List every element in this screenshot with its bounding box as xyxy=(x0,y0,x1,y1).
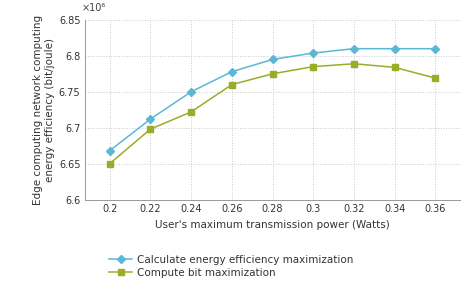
Calculate energy efficiency maximization xyxy=(188,90,194,93)
Compute bit maximization xyxy=(229,83,235,86)
Calculate energy efficiency maximization xyxy=(270,58,275,61)
Line: Calculate energy efficiency maximization: Calculate energy efficiency maximization xyxy=(107,46,438,154)
X-axis label: User's maximum transmission power (Watts): User's maximum transmission power (Watts… xyxy=(155,220,390,230)
Compute bit maximization xyxy=(392,66,398,69)
Calculate energy efficiency maximization xyxy=(310,51,316,55)
Calculate energy efficiency maximization xyxy=(392,47,398,50)
Calculate energy efficiency maximization xyxy=(229,70,235,73)
Line: Compute bit maximization: Compute bit maximization xyxy=(107,61,438,166)
Legend: Calculate energy efficiency maximization, Compute bit maximization: Calculate energy efficiency maximization… xyxy=(109,255,354,278)
Calculate energy efficiency maximization xyxy=(432,47,438,50)
Compute bit maximization xyxy=(147,127,153,131)
Compute bit maximization xyxy=(310,65,316,68)
Y-axis label: Edge computing network computing
energy efficiency (bit/joule): Edge computing network computing energy … xyxy=(33,15,55,205)
Text: ×10⁶: ×10⁶ xyxy=(82,3,106,13)
Compute bit maximization xyxy=(432,76,438,80)
Calculate energy efficiency maximization xyxy=(147,117,153,121)
Compute bit maximization xyxy=(351,62,357,66)
Calculate energy efficiency maximization xyxy=(351,47,357,50)
Compute bit maximization xyxy=(270,72,275,76)
Calculate energy efficiency maximization xyxy=(107,149,113,152)
Compute bit maximization xyxy=(107,162,113,165)
Compute bit maximization xyxy=(188,110,194,114)
